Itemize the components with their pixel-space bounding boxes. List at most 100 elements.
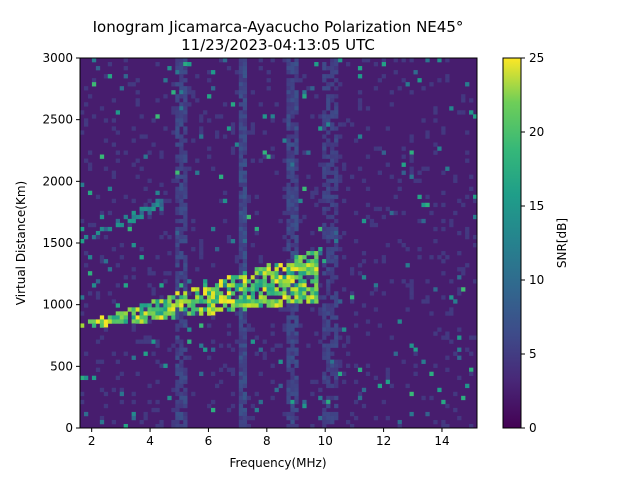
heatmap-cell — [409, 287, 414, 292]
heatmap-cell — [242, 319, 248, 324]
heatmap-cell — [290, 66, 295, 71]
heatmap-cell — [421, 202, 426, 208]
heatmap-cell — [294, 98, 299, 103]
heatmap-cell — [294, 375, 299, 381]
heatmap-cell — [242, 58, 248, 63]
heatmap-cell — [330, 367, 335, 372]
heatmap-cell — [179, 307, 184, 312]
y-tick-label: 1000 — [42, 298, 73, 312]
heatmap-cell — [103, 323, 109, 328]
heatmap-cell — [234, 283, 240, 288]
heatmap-cell — [242, 335, 248, 340]
heatmap-cell — [298, 267, 303, 272]
heatmap-cell — [294, 158, 299, 163]
heatmap-cell — [405, 82, 410, 87]
heatmap-cell — [334, 263, 339, 268]
heatmap-cell — [163, 311, 168, 316]
heatmap-cell — [353, 238, 359, 244]
heatmap-cell — [286, 287, 291, 292]
heatmap-cell — [246, 323, 252, 328]
heatmap-cell — [179, 110, 184, 115]
heatmap-cell — [290, 190, 295, 196]
heatmap-cell — [294, 74, 299, 79]
heatmap-cell — [334, 411, 339, 417]
heatmap-cell — [342, 343, 347, 348]
heatmap-cell — [242, 110, 248, 115]
heatmap-cell — [155, 339, 160, 344]
heatmap-cell — [322, 271, 327, 276]
heatmap-cell — [322, 190, 327, 196]
heatmap-cell — [326, 347, 331, 352]
heatmap-cell — [119, 387, 124, 393]
heatmap-cell — [226, 275, 232, 280]
heatmap-cell — [171, 343, 176, 348]
heatmap-cell — [465, 383, 470, 389]
heatmap-cell — [306, 86, 311, 91]
heatmap-cell — [214, 114, 220, 119]
heatmap-cell — [183, 114, 188, 119]
y-tick-label: 2000 — [42, 174, 73, 188]
heatmap-cell — [334, 66, 339, 71]
heatmap-cell — [151, 307, 156, 312]
heatmap-cell — [179, 62, 184, 67]
heatmap-cell — [441, 423, 446, 429]
heatmap-cell — [155, 299, 160, 304]
heatmap-cell — [334, 415, 339, 421]
heatmap-cell — [338, 247, 343, 252]
heatmap-cell — [238, 331, 244, 336]
heatmap-cell — [326, 198, 331, 204]
heatmap-cell — [238, 343, 244, 348]
heatmap-cell — [334, 331, 339, 336]
heatmap-cell — [135, 174, 140, 179]
heatmap-cell — [409, 90, 414, 95]
heatmap-cell — [389, 102, 394, 107]
heatmap-cell — [286, 267, 291, 272]
heatmap-cell — [199, 130, 204, 135]
heatmap-cell — [385, 126, 390, 131]
heatmap-cell — [155, 198, 160, 204]
heatmap-cell — [123, 351, 128, 356]
heatmap-cell — [353, 399, 359, 405]
heatmap-cell — [290, 170, 295, 175]
heatmap-cell — [286, 263, 291, 268]
heatmap-cell — [226, 283, 232, 288]
heatmap-cell — [322, 122, 327, 127]
heatmap-cell — [294, 423, 299, 429]
heatmap-cell — [238, 419, 244, 425]
heatmap-cell — [175, 134, 180, 139]
heatmap-cell — [183, 202, 188, 208]
heatmap-cell — [290, 379, 295, 385]
heatmap-cell — [222, 218, 228, 224]
heatmap-cell — [242, 271, 248, 276]
heatmap-cell — [238, 347, 244, 352]
heatmap-cell — [445, 311, 450, 316]
heatmap-cell — [183, 279, 188, 284]
heatmap-cell — [159, 423, 164, 429]
heatmap-cell — [191, 218, 196, 224]
heatmap-cell — [238, 407, 244, 413]
heatmap-cell — [397, 419, 402, 425]
heatmap-cell — [330, 295, 335, 300]
heatmap-cell — [397, 238, 402, 244]
heatmap-cell — [409, 279, 414, 284]
heatmap-cell — [381, 214, 386, 220]
heatmap-cell — [238, 367, 244, 372]
heatmap-cell — [179, 82, 184, 87]
heatmap-cell — [187, 166, 192, 171]
heatmap-cell — [282, 291, 287, 296]
heatmap-cell — [131, 355, 136, 360]
heatmap-cell — [135, 339, 140, 344]
heatmap-cell — [103, 403, 109, 409]
heatmap-cell — [330, 170, 335, 175]
heatmap-cell — [175, 367, 180, 372]
heatmap-cell — [322, 154, 327, 159]
heatmap-cell — [151, 142, 156, 147]
heatmap-cell — [238, 94, 244, 99]
heatmap-cell — [286, 122, 291, 127]
heatmap-cell — [238, 319, 244, 324]
heatmap-cell — [389, 383, 394, 389]
heatmap-cell — [290, 142, 295, 147]
heatmap-cell — [211, 315, 216, 320]
heatmap-cell — [179, 371, 184, 377]
heatmap-cell — [357, 98, 363, 103]
